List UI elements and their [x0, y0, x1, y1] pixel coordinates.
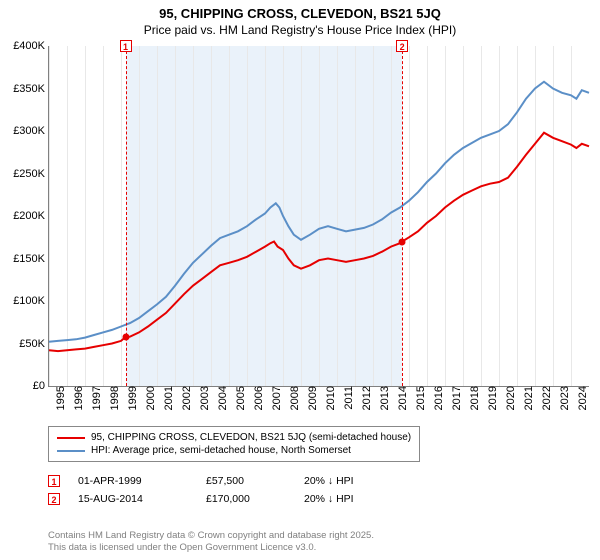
sale-date: 01-APR-1999: [78, 475, 188, 487]
xtick-label: 2019: [485, 386, 499, 410]
xtick-label: 2008: [287, 386, 301, 410]
xtick-label: 2009: [305, 386, 319, 410]
series-hpi: [49, 82, 589, 342]
sale-date: 15-AUG-2014: [78, 493, 188, 505]
sale-marker-dot: [399, 238, 406, 245]
sale-marker-box: 2: [396, 40, 408, 52]
xtick-label: 2018: [467, 386, 481, 410]
xtick-label: 1998: [107, 386, 121, 410]
xtick-label: 2001: [161, 386, 175, 410]
sale-diff: 20% ↓ HPI: [304, 475, 394, 487]
legend-row: 95, CHIPPING CROSS, CLEVEDON, BS21 5JQ (…: [57, 431, 411, 444]
xtick-label: 2010: [323, 386, 337, 410]
xtick-label: 2011: [341, 386, 355, 410]
sale-diff: 20% ↓ HPI: [304, 493, 394, 505]
xtick-label: 2012: [359, 386, 373, 410]
ytick-label: £350K: [13, 83, 49, 95]
ytick-label: £150K: [13, 253, 49, 265]
xtick-label: 2023: [557, 386, 571, 410]
sale-marker-box: 2: [48, 493, 60, 505]
chart-lines-svg: [49, 46, 589, 386]
ytick-label: £250K: [13, 168, 49, 180]
chart-plot-area: £0£50K£100K£150K£200K£250K£300K£350K£400…: [48, 46, 589, 387]
xtick-label: 2020: [503, 386, 517, 410]
page-title: 95, CHIPPING CROSS, CLEVEDON, BS21 5JQ: [0, 0, 600, 23]
footer-line: Contains HM Land Registry data © Crown c…: [48, 530, 374, 542]
xtick-label: 2022: [539, 386, 553, 410]
sale-marker-line: [402, 46, 403, 386]
legend-label: HPI: Average price, semi-detached house,…: [91, 445, 351, 456]
ytick-label: £50K: [19, 338, 49, 350]
sale-price: £57,500: [206, 475, 286, 487]
xtick-label: 2005: [233, 386, 247, 410]
xtick-label: 2016: [431, 386, 445, 410]
xtick-label: 2024: [575, 386, 589, 410]
legend-swatch: [57, 437, 85, 439]
xtick-label: 2003: [197, 386, 211, 410]
footer-attribution: Contains HM Land Registry data © Crown c…: [48, 530, 374, 554]
ytick-label: £400K: [13, 40, 49, 52]
xtick-label: 2004: [215, 386, 229, 410]
xtick-label: 2021: [521, 386, 535, 410]
xtick-label: 1996: [71, 386, 85, 410]
xtick-label: 2000: [143, 386, 157, 410]
sales-row: 1 01-APR-1999 £57,500 20% ↓ HPI: [48, 472, 394, 490]
sale-price: £170,000: [206, 493, 286, 505]
xtick-label: 1999: [125, 386, 139, 410]
xtick-label: 1997: [89, 386, 103, 410]
page-subtitle: Price paid vs. HM Land Registry's House …: [0, 23, 600, 41]
xtick-label: 2006: [251, 386, 265, 410]
series-price_paid: [49, 133, 589, 351]
xtick-label: 2002: [179, 386, 193, 410]
ytick-label: £100K: [13, 295, 49, 307]
sale-marker-dot: [122, 334, 129, 341]
chart-legend: 95, CHIPPING CROSS, CLEVEDON, BS21 5JQ (…: [48, 426, 420, 462]
legend-label: 95, CHIPPING CROSS, CLEVEDON, BS21 5JQ (…: [91, 432, 411, 443]
sales-row: 2 15-AUG-2014 £170,000 20% ↓ HPI: [48, 490, 394, 508]
ytick-label: £300K: [13, 125, 49, 137]
sales-table: 1 01-APR-1999 £57,500 20% ↓ HPI 2 15-AUG-2014…: [48, 472, 394, 508]
sale-marker-box: 1: [120, 40, 132, 52]
xtick-label: 1995: [53, 386, 67, 410]
xtick-label: 2007: [269, 386, 283, 410]
xtick-label: 2013: [377, 386, 391, 410]
footer-line: This data is licensed under the Open Gov…: [48, 542, 374, 554]
xtick-label: 2015: [413, 386, 427, 410]
ytick-label: £200K: [13, 210, 49, 222]
xtick-label: 2017: [449, 386, 463, 410]
legend-swatch: [57, 450, 85, 452]
sale-marker-box: 1: [48, 475, 60, 487]
xtick-label: 2014: [395, 386, 409, 410]
ytick-label: £0: [33, 380, 49, 392]
legend-row: HPI: Average price, semi-detached house,…: [57, 444, 411, 457]
